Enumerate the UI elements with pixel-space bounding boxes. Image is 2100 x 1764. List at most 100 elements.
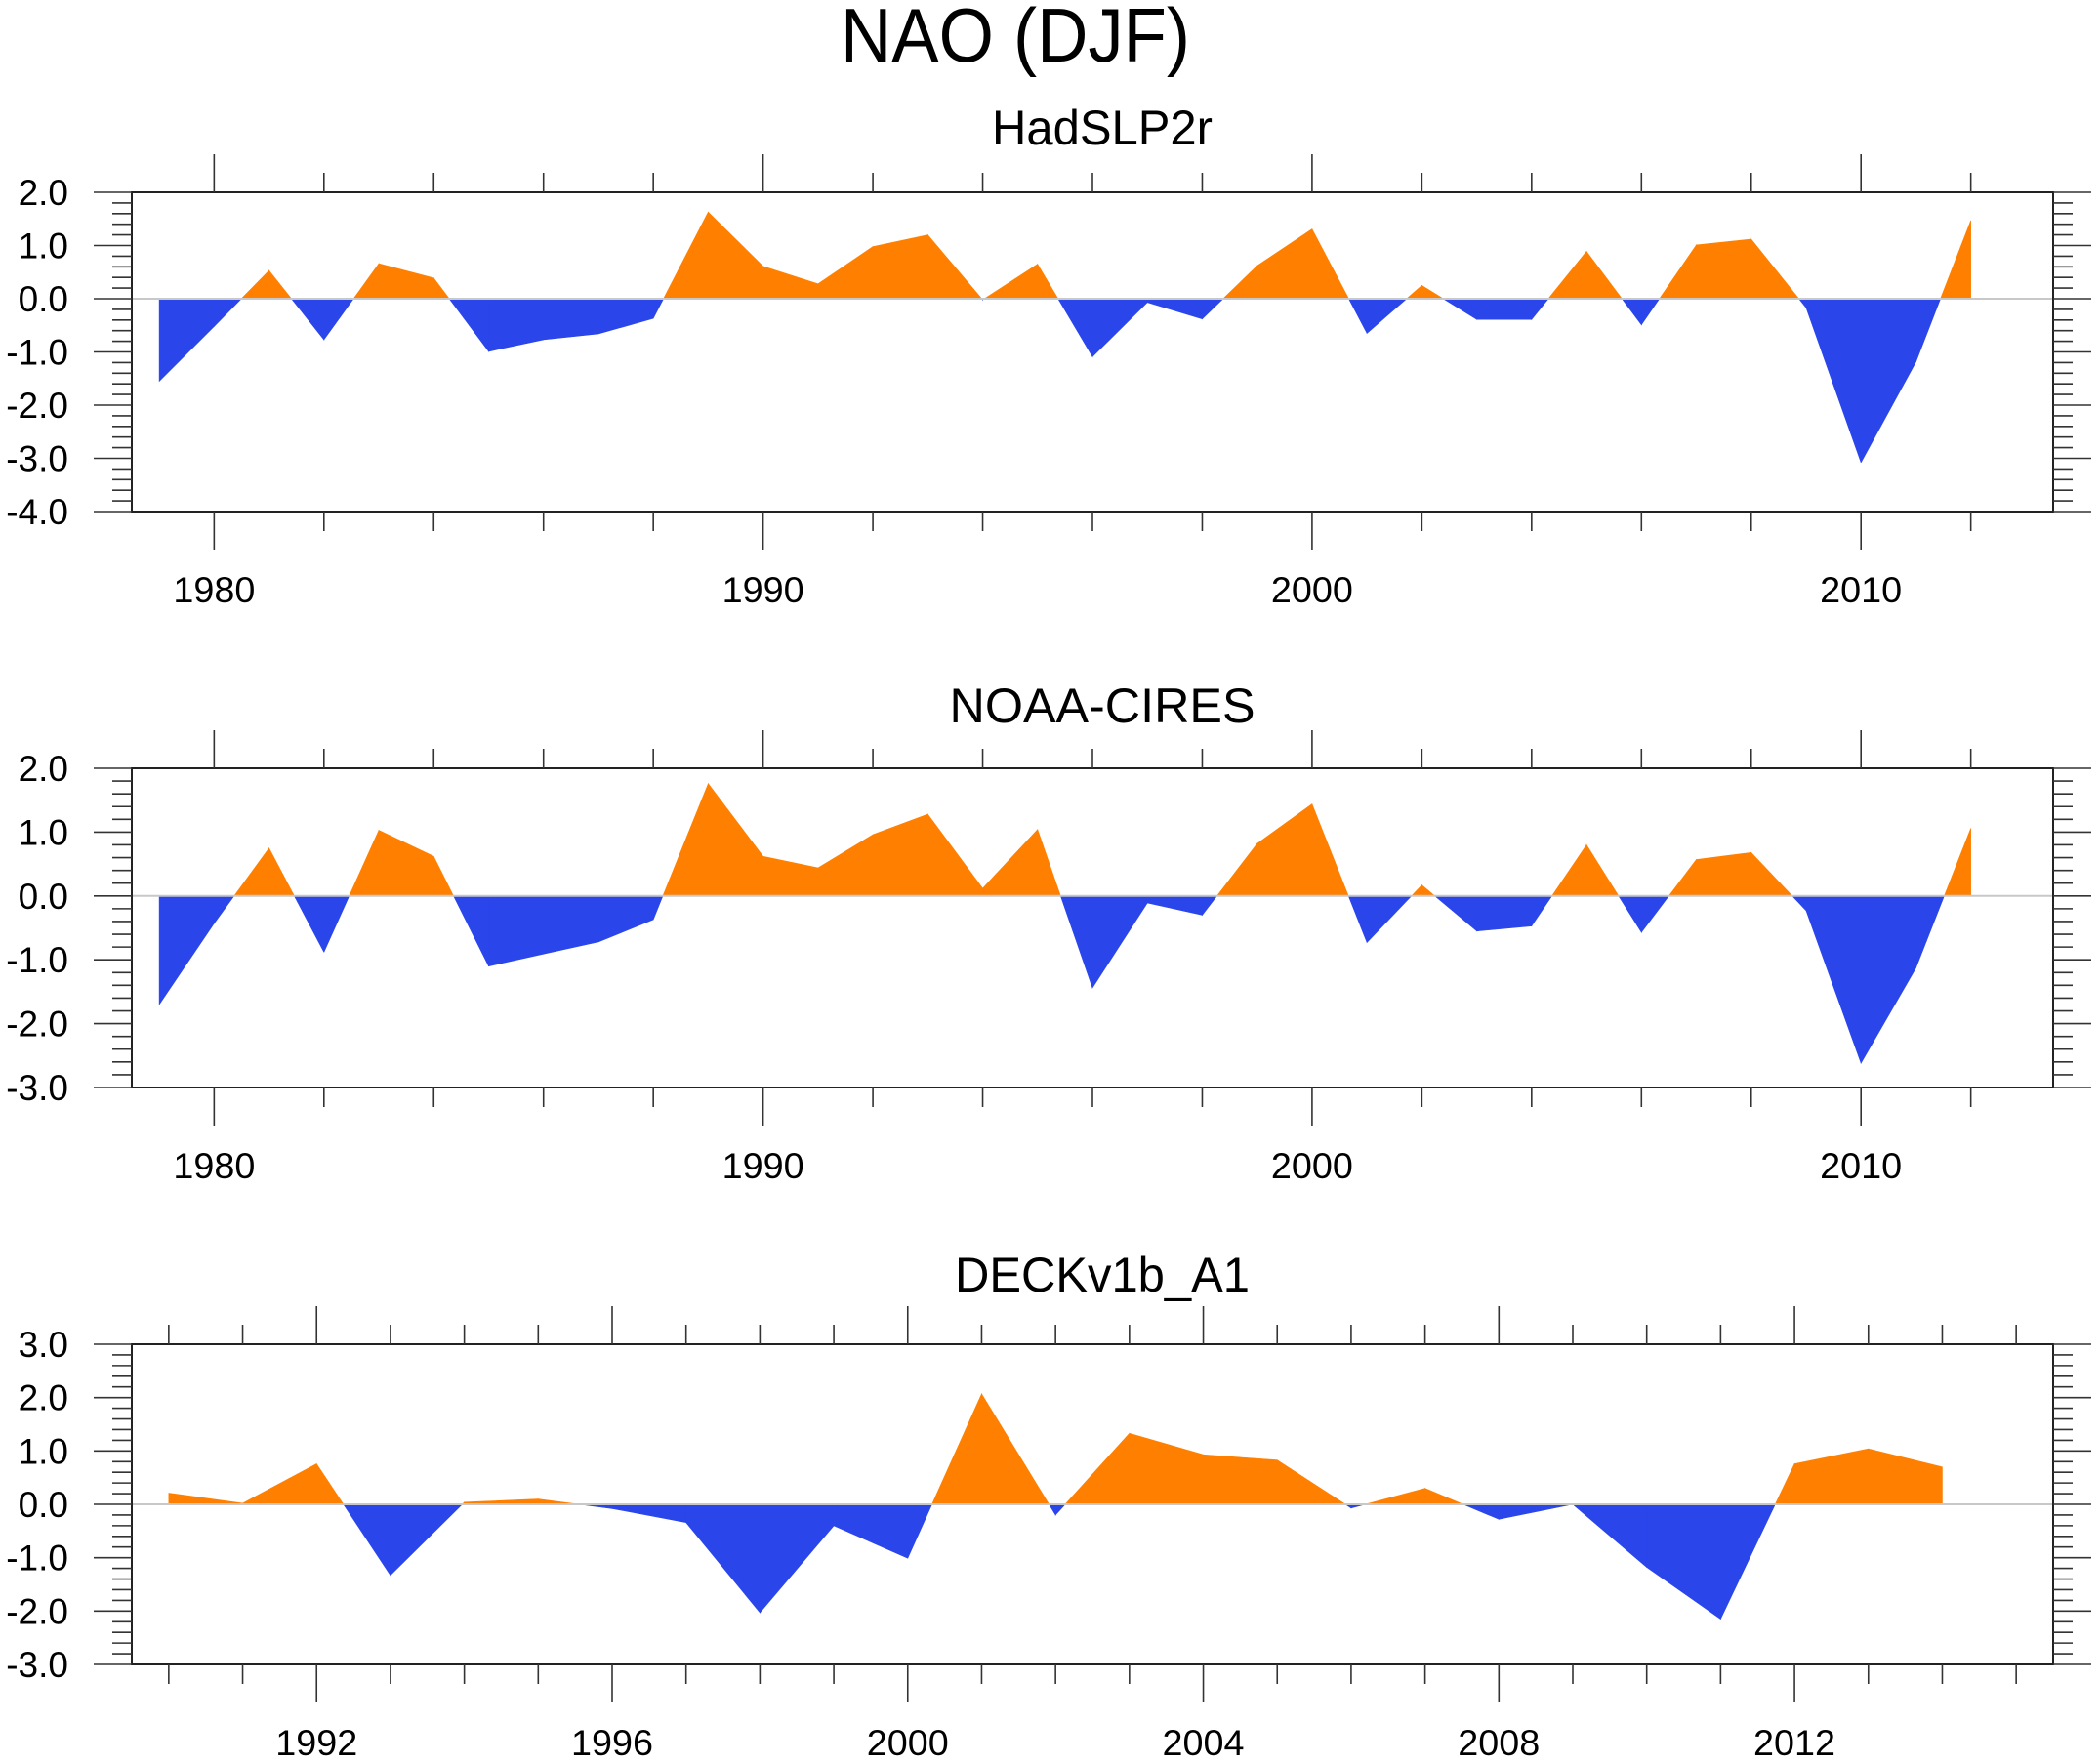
negative-area-segment [1531,298,1549,321]
negative-area-segment [1720,1503,1776,1620]
positive-area-segment [1129,1432,1204,1505]
positive-area-segment [1424,1488,1463,1505]
negative-area-segment [1091,895,1148,989]
x-tick-label: 1990 [722,570,804,610]
positive-area-segment [1064,1432,1131,1505]
negative-area-segment [290,298,325,341]
positive-area-segment [1222,265,1257,300]
negative-area-segment [390,1503,464,1577]
x-axis: 1980 1990 2000 2010 [173,154,1972,610]
positive-area-segment [981,1392,1050,1505]
negative-area-segment [1531,895,1553,927]
y-tick-label: -4.0 [6,492,68,532]
positive-area-segment [432,276,450,300]
positive-area-segment [233,846,269,897]
positive-area-segment [352,263,380,300]
negative-area-segment [1476,298,1533,320]
positive-area-segment [1405,284,1422,300]
positive-area-segment [1365,1488,1425,1505]
positive-area-segment [1276,1459,1347,1505]
y-tick-label: -1.0 [6,940,68,980]
positive-area-segment [1585,250,1623,300]
x-tick-label: 1990 [722,1146,804,1186]
y-tick-label: -2.0 [6,386,68,426]
negative-area-segment [343,1503,391,1577]
negative-area-segment [448,298,489,352]
area-fills [158,782,1971,1065]
positive-area-segment [1668,858,1697,897]
negative-area-segment [1433,895,1477,932]
y-axis: 3.0 2.0 1.0 0.0 -1.0 -2.0 -3.0 [6,1325,2091,1685]
y-tick-label: 1.0 [19,812,68,852]
positive-area-segment [1659,243,1697,300]
negative-area-segment [1915,895,1945,968]
negative-area-segment [1048,1503,1056,1516]
negative-area-segment [685,1503,761,1614]
negative-area-segment [1797,298,1807,309]
positive-area-segment [1311,803,1349,897]
y-tick-label: 0.0 [19,279,68,319]
positive-area-segment [1750,851,1793,897]
negative-area-segment [1202,895,1218,917]
positive-area-segment [708,211,763,300]
negative-area-segment [1791,895,1807,912]
y-tick-label: 0.0 [19,1485,68,1525]
positive-area-segment [268,847,295,897]
positive-area-segment [1256,228,1313,300]
x-tick-label: 1980 [173,570,255,610]
negative-area-segment [1499,1503,1574,1520]
negative-area-segment [323,895,350,953]
negative-area-segment [488,298,545,352]
y-tick-label: 0.0 [19,877,68,917]
positive-area-segment [378,263,434,300]
negative-area-segment [1805,298,1862,463]
positive-area-segment [1943,828,1971,897]
y-axis: 2.0 1.0 0.0 -1.0 -2.0 -3.0 -4.0 [6,173,2091,532]
y-tick-label: 2.0 [19,749,68,789]
x-axis: 1992 1996 2000 2004 2008 2012 [168,1306,2017,1763]
y-tick-label: -1.0 [6,1538,68,1579]
area-fills [168,1392,1943,1620]
y-tick-label: -1.0 [6,333,68,373]
negative-area-segment [488,895,545,967]
area-fills [158,211,1971,464]
positive-area-segment [1750,238,1800,300]
negative-area-segment [1146,895,1203,916]
x-tick-label: 2000 [1271,570,1353,610]
positive-area-segment [1696,238,1752,300]
negative-area-segment [543,298,599,341]
negative-area-segment [1091,298,1148,358]
negative-area-segment [1618,895,1642,934]
positive-area-segment [1585,843,1620,897]
positive-area-segment [1868,1448,1943,1505]
negative-area-segment [1640,298,1661,326]
y-tick-label: -2.0 [6,1591,68,1631]
x-tick-label: 2004 [1163,1723,1245,1763]
positive-area-segment [1256,803,1313,897]
positive-area-segment [663,212,709,300]
positive-area-segment [817,834,874,897]
x-axis: 1980 1990 2000 2010 [173,730,1972,1186]
positive-area-segment [268,269,293,300]
negative-area-segment [1640,895,1670,933]
y-tick-label: 1.0 [19,226,68,267]
positive-area-segment [378,829,434,897]
positive-area-segment [315,1462,345,1505]
negative-area-segment [158,895,215,1005]
figure-title: NAO (DJF) [841,0,1190,78]
positive-area-segment [931,1393,982,1505]
x-tick-label: 1996 [571,1723,653,1763]
positive-area-segment [1421,284,1445,300]
negative-area-segment [597,298,654,335]
negative-area-segment [1805,895,1862,1064]
negative-area-segment [158,298,215,383]
y-tick-label: 3.0 [19,1325,68,1365]
positive-area-segment [1037,829,1061,897]
y-tick-label: -3.0 [6,1645,68,1685]
y-tick-label: 2.0 [19,1378,68,1418]
negative-area-segment [1476,895,1533,932]
x-tick-label: 2000 [1271,1146,1353,1186]
x-tick-label: 2000 [867,1723,949,1763]
positive-area-segment [1037,263,1059,300]
